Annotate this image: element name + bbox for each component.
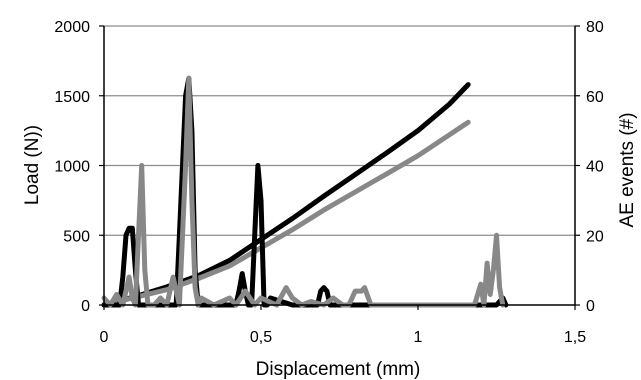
y2-tick-label: 80 [586, 19, 604, 36]
y2-tick-label: 60 [586, 89, 604, 106]
x-tick-label: 0,5 [250, 329, 272, 346]
y-axis-title: Load (N)) [22, 125, 43, 205]
y-tick-label: 1500 [54, 89, 90, 106]
y-tick-label: 2000 [54, 19, 90, 36]
load-series-1 [101, 82, 471, 308]
y2-axis-title: AE events (#) [617, 112, 638, 227]
x-tick-label: 0 [100, 329, 109, 346]
x-axis-title: Displacement (mm) [256, 359, 421, 380]
y2-tick-label: 0 [586, 298, 595, 315]
series-layer [101, 75, 509, 308]
x-tick-label: 1,5 [564, 329, 586, 346]
y2-tick-label: 20 [586, 228, 604, 245]
y-tick-label: 0 [81, 298, 90, 315]
axes [99, 25, 580, 310]
x-tick-label: 1 [414, 329, 423, 346]
y2-tick-label: 40 [586, 159, 604, 176]
load-series-2 [101, 119, 471, 308]
tick-labels: 0 500 1000 1500 2000 0 20 40 60 80 0 0,5 1 1,5 [54, 19, 603, 346]
y-tick-label: 1000 [54, 159, 90, 176]
ae-events-series-3 [101, 75, 509, 308]
y-tick-label: 500 [63, 228, 90, 245]
